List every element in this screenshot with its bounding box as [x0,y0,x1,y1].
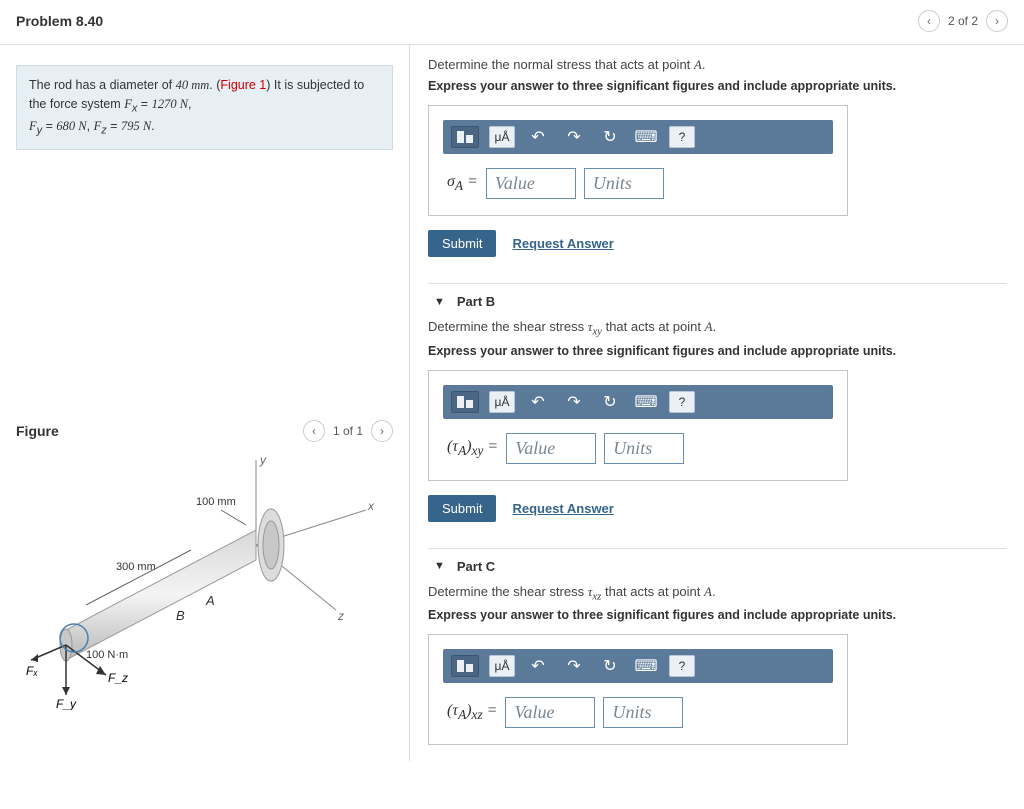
redo-button[interactable]: ↷ [561,126,587,148]
keyboard-button[interactable]: ⌨ [633,655,659,677]
undo-button[interactable]: ↶ [525,655,551,677]
part-a-units-input[interactable]: Units [584,168,664,199]
collapse-icon: ▼ [434,296,445,308]
part-c-prompt: Determine the shear stress τxz that acts… [428,584,1006,603]
dim-100mm: 100 mm [196,496,236,508]
part-b-symbol: (τA)xy = [447,438,498,459]
tau-xy: τxy [588,319,602,334]
help-button[interactable]: ? [669,391,695,413]
problem-statement-box: The rod has a diameter of 40 mm. (Figure… [16,65,393,150]
units-button[interactable]: μÅ [489,126,515,148]
redo-button[interactable]: ↷ [561,655,587,677]
units-button[interactable]: μÅ [489,655,515,677]
part-c-answer-frame: μÅ ↶ ↷ ↻ ⌨ ? (τA)xz = Value Units [428,634,848,745]
part-c-header[interactable]: ▼ Part C [428,548,1006,584]
part-b-request-answer-link[interactable]: Request Answer [512,501,613,516]
part-b-label: Part B [457,294,495,309]
figure-link[interactable]: Figure 1 [220,78,266,92]
axis-x-label: x [367,499,375,513]
part-b-answer-row: (τA)xy = Value Units [443,433,833,464]
part-c-value-input[interactable]: Value [505,697,595,728]
text: . ( [209,78,220,92]
part-a-symbol: σA = [447,173,478,194]
figure-title: Figure [16,423,59,439]
part-a-answer-row: σA = Value Units [443,168,833,199]
problem-title: Problem 8.40 [16,13,103,29]
next-problem-button[interactable]: › [986,10,1008,32]
part-a-answer-frame: μÅ ↶ ↷ ↻ ⌨ ? σA = Value Units [428,105,848,216]
text: The rod has a diameter of [29,78,176,92]
point-B-label: B [176,608,185,623]
help-button[interactable]: ? [669,126,695,148]
figure-prev-button[interactable]: ‹ [303,420,325,442]
part-a-prompt: Determine the normal stress that acts at… [428,57,1006,73]
problem-nav: ‹ 2 of 2 › [918,10,1008,32]
force-fy-label: F_y [56,697,77,710]
moment-label: 100 N·m [86,649,128,661]
reset-button[interactable]: ↻ [597,391,623,413]
collapse-icon: ▼ [434,560,445,572]
templates-button[interactable] [451,391,479,413]
templates-button[interactable] [451,126,479,148]
prev-problem-button[interactable]: ‹ [918,10,940,32]
part-c-answer-row: (τA)xz = Value Units [443,697,833,728]
templates-button[interactable] [451,655,479,677]
part-c-symbol: (τA)xz = [447,702,497,723]
axis-y-label: y [259,453,267,467]
diameter: 40 mm [176,78,210,92]
part-c-label: Part C [457,559,495,574]
undo-button[interactable]: ↶ [525,391,551,413]
axis-z-label: z [337,609,344,623]
page-header: Problem 8.40 ‹ 2 of 2 › [0,0,1024,45]
problem-counter: 2 of 2 [948,14,978,28]
reset-button[interactable]: ↻ [597,126,623,148]
force-fz-label: F_z [108,671,128,685]
figure-image: y x z A B 100 mm 300 mm Fₓ [26,450,396,710]
part-a-section: Determine the normal stress that acts at… [428,57,1006,257]
reset-button[interactable]: ↻ [597,655,623,677]
help-button[interactable]: ? [669,655,695,677]
part-b-submit-button[interactable]: Submit [428,495,496,522]
keyboard-button[interactable]: ⌨ [633,126,659,148]
keyboard-button[interactable]: ⌨ [633,391,659,413]
part-b-prompt: Determine the shear stress τxy that acts… [428,319,1006,338]
point-A-label: A [205,593,215,608]
redo-button[interactable]: ↷ [561,391,587,413]
part-a-toolbar: μÅ ↶ ↷ ↻ ⌨ ? [443,120,833,154]
part-b-units-input[interactable]: Units [604,433,684,464]
undo-button[interactable]: ↶ [525,126,551,148]
force-fx-label: Fₓ [26,664,38,678]
part-b-section: Determine the shear stress τxy that acts… [428,319,1006,522]
part-b-instruction: Express your answer to three significant… [428,344,1006,358]
part-a-request-answer-link[interactable]: Request Answer [512,236,613,251]
part-b-answer-frame: μÅ ↶ ↷ ↻ ⌨ ? (τA)xy = Value Units [428,370,848,481]
figure-header: Figure ‹ 1 of 1 › [16,420,393,442]
part-c-instruction: Express your answer to three significant… [428,608,1006,622]
part-a-instruction: Express your answer to three significant… [428,79,1006,93]
figure-next-button[interactable]: › [371,420,393,442]
part-c-units-input[interactable]: Units [603,697,683,728]
tau-xz: τxz [588,584,602,599]
part-b-toolbar: μÅ ↶ ↷ ↻ ⌨ ? [443,385,833,419]
fx-label: F [124,97,132,111]
part-c-toolbar: μÅ ↶ ↷ ↻ ⌨ ? [443,649,833,683]
figure-counter: 1 of 1 [333,424,363,438]
part-b-value-input[interactable]: Value [506,433,596,464]
part-a-submit-button[interactable]: Submit [428,230,496,257]
units-button[interactable]: μÅ [489,391,515,413]
part-a-value-input[interactable]: Value [486,168,576,199]
part-b-header[interactable]: ▼ Part B [428,283,1006,319]
part-c-section: Determine the shear stress τxz that acts… [428,584,1006,746]
